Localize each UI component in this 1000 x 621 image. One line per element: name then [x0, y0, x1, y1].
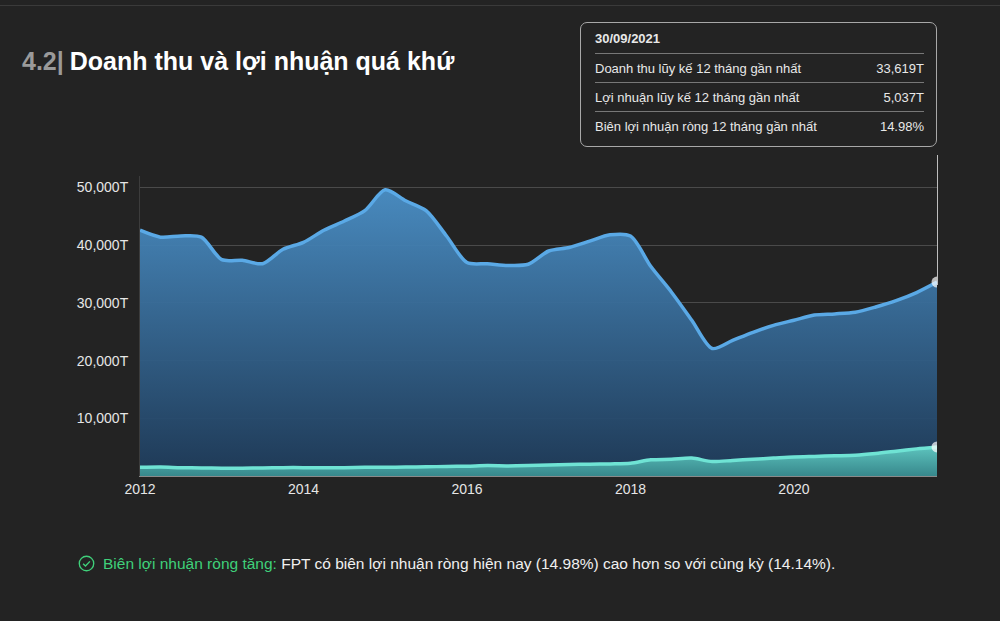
svg-text:2020: 2020	[778, 481, 809, 497]
html-text:4.2| Doanh thu và lợi nhuận qu: 4.2| Doanh thu và lợi nhuận quá khứ	[22, 47, 455, 75]
html-text:Biên lợi nhuận ròng 12 tháng g: Biên lợi nhuận ròng 12 tháng gần nhất	[595, 119, 817, 134]
svg-text:2014: 2014	[288, 481, 319, 497]
svg-text:10,000T: 10,000T	[77, 410, 129, 426]
html-text:Doanh thu lũy kế 12 tháng gần: Doanh thu lũy kế 12 tháng gần nhất	[595, 61, 801, 76]
svg-text:50,000T: 50,000T	[77, 179, 129, 195]
svg-text:2012: 2012	[124, 481, 155, 497]
html-text:5,037T: 5,037T	[883, 90, 924, 105]
svg-text:20,000T: 20,000T	[77, 353, 129, 369]
html-text:Biên lợi nhuận ròng tăng: FPT: Biên lợi nhuận ròng tăng: FPT có biên lợ…	[103, 555, 836, 572]
svg-text:2016: 2016	[451, 481, 482, 497]
svg-text:2018: 2018	[615, 481, 646, 497]
html-text:Lợi nhuận lũy kế 12 tháng gần: Lợi nhuận lũy kế 12 tháng gần nhất	[595, 90, 800, 105]
html-text:30/09/2021: 30/09/2021	[595, 31, 661, 46]
html-text:33,619T: 33,619T	[876, 61, 924, 76]
html-text:14.98%: 14.98%	[879, 119, 924, 134]
svg-text:30,000T: 30,000T	[77, 295, 129, 311]
svg-text:40,000T: 40,000T	[77, 237, 129, 253]
